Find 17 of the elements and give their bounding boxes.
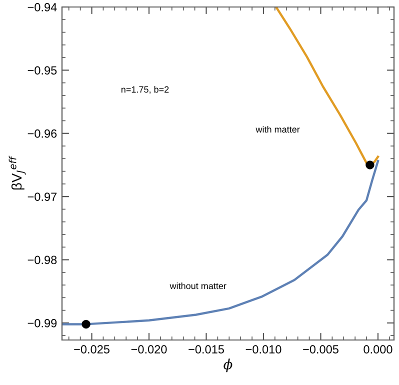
x-tick-label: −0.005 (303, 345, 338, 354)
y-tick-label: −0.97 (28, 192, 57, 201)
annotation: n=1.75, b=2 (122, 86, 169, 94)
x-tick-label: 0.000 (364, 345, 392, 354)
x-axis-title: ϕ (224, 358, 232, 372)
y-tick-label: −0.98 (28, 256, 57, 264)
x-tick-label: −0.010 (246, 345, 282, 354)
y-tick-label: −0.96 (28, 129, 57, 138)
x-tick-label: −0.020 (131, 345, 167, 354)
x-tick-label: −0.015 (188, 345, 224, 354)
y-axis-title: βV$_{J}$$^{eff}$ (8, 156, 26, 190)
y-tick-label: −0.99 (28, 318, 57, 328)
y-tick-label: −0.95 (28, 66, 57, 75)
y-tick-label: −0.94 (28, 3, 57, 12)
x-tick-label: −0.025 (74, 345, 110, 354)
annotation: without matter (170, 282, 226, 290)
annotation: with matter (256, 126, 300, 133)
